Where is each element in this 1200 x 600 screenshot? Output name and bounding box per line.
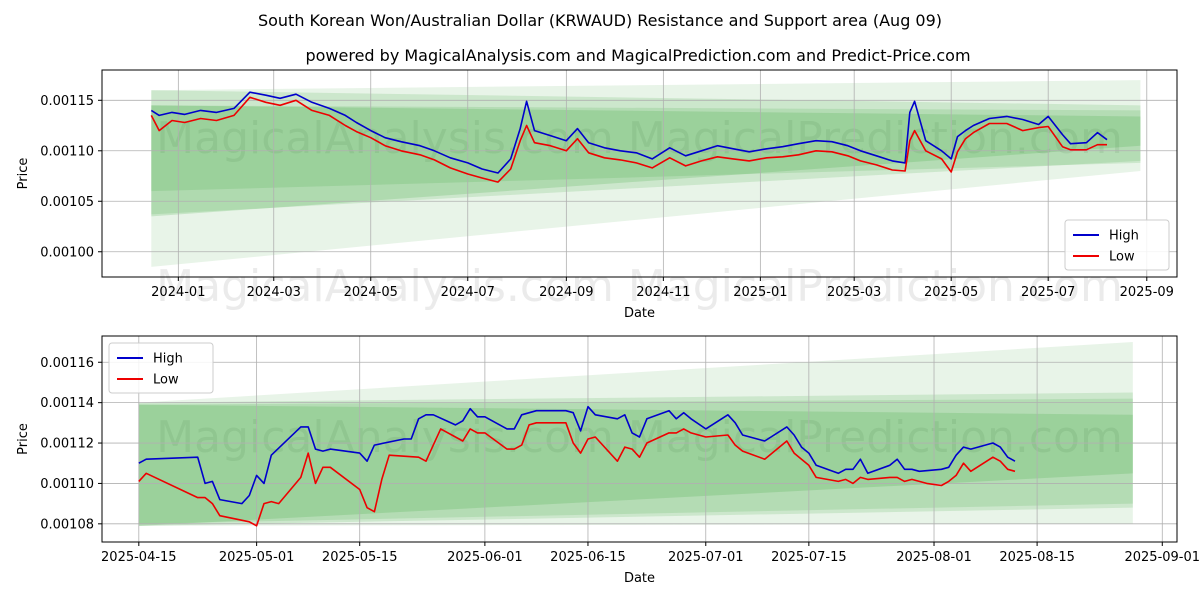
x-tick-label: 2025-08-15 (999, 550, 1075, 565)
watermark-text: MagicalAnalysis.com MagicalPrediction.co… (156, 113, 1123, 164)
legend-label-low: Low (1109, 250, 1135, 265)
main-axes: 0.00100 0.00105 0.00110 0.00115 2024-01 2024-… (40, 70, 1177, 300)
low-series-line (150, 96, 1107, 183)
x-tick-label: 2025-07-15 (771, 550, 847, 565)
x-tick-label: 2025-08-01 (896, 550, 972, 565)
x-tick-label: 2025-01 (733, 285, 787, 300)
y-tick-label: 0.00114 (40, 396, 94, 411)
high-series-line (150, 91, 1108, 174)
chart-title: South Korean Won/Australian Dollar (KRWA… (258, 11, 942, 30)
x-tick-label: 2025-05 (924, 285, 978, 300)
x-tick-label: 2025-06-15 (550, 550, 626, 565)
chart-subtitle: powered by MagicalAnalysis.com and Magic… (305, 46, 970, 65)
support-resistance-band (151, 80, 1141, 267)
y-tick-label: 0.00112 (40, 437, 94, 452)
legend: High Low (108, 342, 214, 394)
high-series-line (138, 405, 1016, 505)
x-tick-label: 2025-07-01 (668, 550, 744, 565)
x-tick-label: 2025-07 (1021, 285, 1075, 300)
x-tick-label: 2024-05 (344, 285, 398, 300)
y-axis-label: Price (16, 158, 31, 190)
legend-label-low: Low (153, 373, 179, 388)
legend: High Low (1064, 219, 1170, 271)
y-tick-label: 0.00108 (40, 517, 94, 532)
plot-frame (101, 335, 1178, 543)
x-tick-label: 2025-06-01 (447, 550, 523, 565)
x-axis-label: Date (624, 571, 655, 586)
plot-frame (101, 69, 1178, 278)
x-tick-label: 2025-05-01 (219, 550, 295, 565)
y-tick-label: 0.00110 (40, 144, 94, 159)
plot-background (102, 336, 1177, 542)
support-resistance-band (138, 404, 1133, 526)
y-tick-label: 0.00110 (40, 477, 94, 492)
legend-label-high: High (153, 352, 183, 367)
support-resistance-band (138, 398, 1133, 524)
support-resistance-band (151, 105, 1141, 217)
y-tick-label: 0.00116 (40, 356, 94, 371)
x-tick-label: 2025-04-15 (101, 550, 177, 565)
main-chart-panel: MagicalAnalysis.com MagicalPrediction.co… (16, 69, 1178, 321)
y-tick-label: 0.00105 (40, 195, 94, 210)
support-resistance-band (138, 342, 1133, 526)
x-tick-label: 2024-09 (539, 285, 593, 300)
y-tick-label: 0.00115 (40, 94, 94, 109)
zoom-chart-panel: MagicalAnalysis.com MagicalPrediction.co… (16, 335, 1200, 586)
x-tick-label: 2025-05-15 (322, 550, 398, 565)
support-resistance-band (138, 392, 1133, 526)
x-axis-label: Date (624, 306, 655, 321)
watermark-text: MagicalAnalysis.com MagicalPrediction.co… (156, 261, 1123, 312)
y-axis-label: Price (16, 423, 31, 455)
x-tick-label: 2024-11 (636, 285, 690, 300)
zoom-axes: 0.00108 0.00110 0.00112 0.00114 0.00116 2025-… (40, 336, 1200, 565)
x-tick-label: 2025-03 (827, 285, 881, 300)
x-tick-label: 2025-09-01 (1124, 550, 1200, 565)
legend-box (108, 342, 214, 394)
legend-label-high: High (1109, 229, 1139, 244)
x-tick-label: 2024-07 (441, 285, 495, 300)
x-tick-label: 2025-09 (1120, 285, 1174, 300)
support-resistance-band (151, 90, 1141, 215)
x-tick-label: 2024-03 (247, 285, 301, 300)
x-tick-label: 2024-01 (151, 285, 205, 300)
low-series-line (138, 422, 1016, 527)
legend-box (1064, 219, 1170, 271)
y-tick-label: 0.00100 (40, 245, 94, 260)
